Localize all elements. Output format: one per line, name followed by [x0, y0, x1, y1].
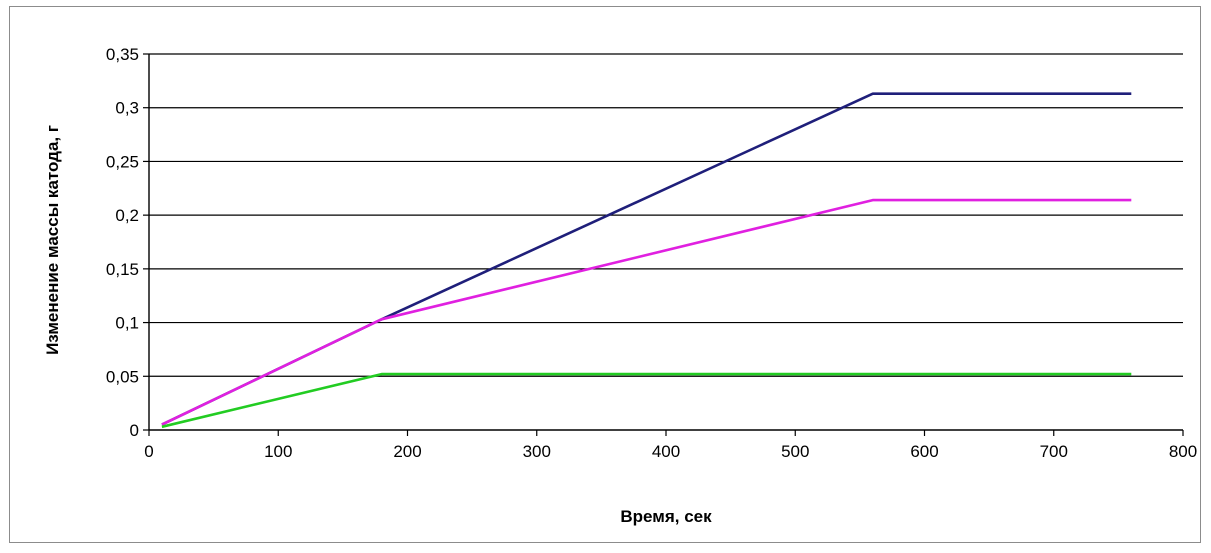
x-tick-label-5: 500: [781, 442, 809, 461]
y-axis-title: Изменение массы катода, г: [43, 125, 62, 355]
x-tick-label-7: 700: [1040, 442, 1068, 461]
x-tick-label-0: 0: [144, 442, 153, 461]
y-tick-label-6: 0,3: [115, 99, 139, 118]
x-tick-label-8: 800: [1169, 442, 1197, 461]
chart-frame: [9, 6, 1201, 543]
x-tick-label-1: 100: [264, 442, 292, 461]
x-axis-title: Время, сек: [620, 507, 712, 526]
y-tick-label-2: 0,1: [115, 314, 139, 333]
series-line-2: [161, 198, 1132, 426]
x-tick-label-6: 600: [910, 442, 938, 461]
y-tick-label-5: 0,25: [106, 152, 139, 171]
y-tick-label-7: 0,35: [106, 45, 139, 64]
axes: [143, 53, 1184, 436]
grid-lines: [149, 53, 1183, 377]
y-tick-label-3: 0,15: [106, 260, 139, 279]
x-tick-label-3: 300: [523, 442, 551, 461]
x-tick-label-2: 200: [393, 442, 421, 461]
series-lines: [161, 92, 1132, 429]
y-tick-label-4: 0,2: [115, 206, 139, 225]
y-tick-label-0: 0: [130, 421, 139, 440]
series-line-3: [161, 372, 1132, 429]
tick-labels: 0 0,05 0,1 0,15 0,2 0,25 0,3 0,35 0 100 200 300 400 5…: [106, 45, 1197, 461]
x-tick-label-4: 400: [652, 442, 680, 461]
y-tick-label-1: 0,05: [106, 367, 139, 386]
